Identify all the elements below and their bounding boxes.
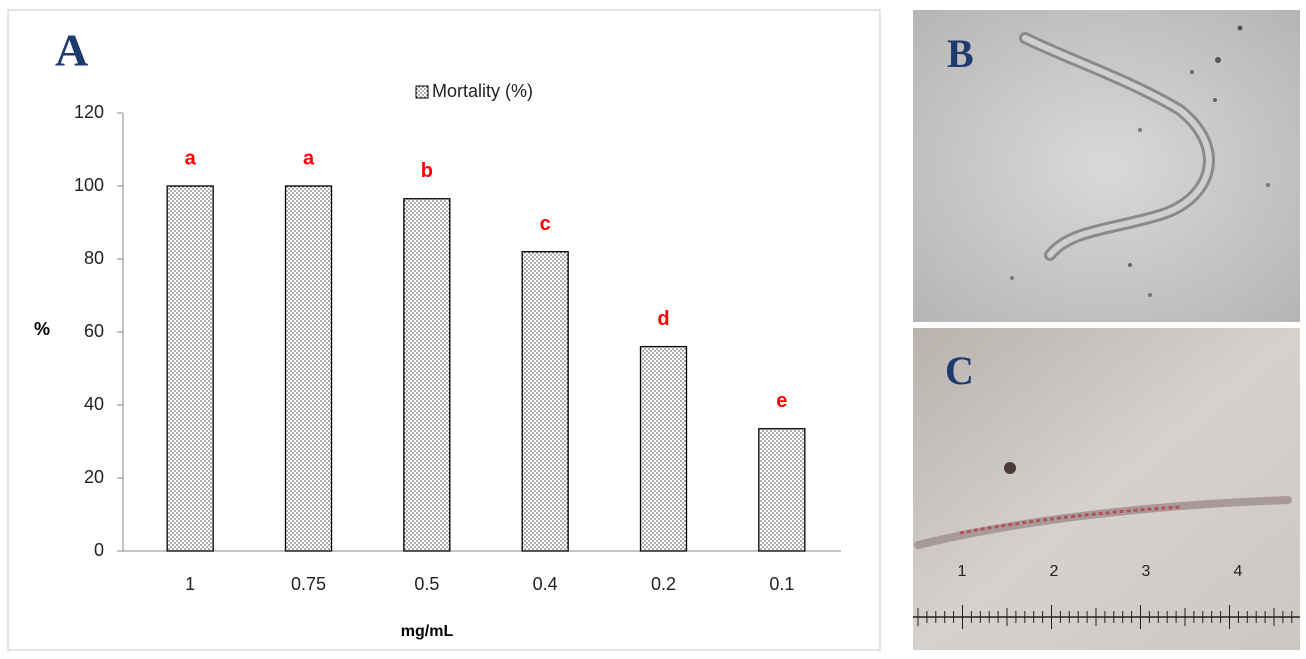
ruler-label: 1	[958, 563, 967, 580]
bar	[404, 199, 450, 551]
y-tick-label: 100	[74, 175, 104, 195]
significance-letter: a	[185, 147, 197, 169]
legend-label: Mortality (%)	[432, 81, 533, 101]
panel-label: B	[947, 31, 974, 76]
ruler-label: 3	[1142, 563, 1151, 580]
significance-letter: d	[657, 308, 669, 330]
x-axis-label: mg/mL	[401, 623, 454, 640]
bar	[641, 347, 687, 551]
bar	[522, 252, 568, 551]
y-tick-label: 120	[74, 102, 104, 122]
x-tick-label: 0.1	[769, 574, 794, 594]
bar	[167, 186, 213, 551]
x-tick-label: 0.5	[414, 574, 439, 594]
y-axis-label: %	[34, 319, 50, 339]
significance-letter: c	[540, 213, 551, 235]
y-tick-label: 20	[84, 467, 104, 487]
figure: 0 20 40 60 80 100 120% mg/mL 1 0.75 0.5 0.4 0.2 0.1 a a…	[0, 0, 1306, 659]
legend-swatch	[416, 86, 428, 98]
significance-letter: a	[303, 147, 315, 169]
y-tick-label: 80	[84, 248, 104, 268]
y-tick-label: 60	[84, 321, 104, 341]
panel-label: C	[945, 348, 974, 393]
significance-letter: b	[421, 160, 433, 182]
x-tick-label: 0.4	[533, 574, 558, 594]
x-tick-label: 0.2	[651, 574, 676, 594]
x-tick-label: 0.75	[291, 574, 326, 594]
y-tick-label: 0	[94, 540, 104, 560]
y-tick-label: 40	[84, 394, 104, 414]
ruler-label: 4	[1234, 563, 1243, 580]
bar	[759, 429, 805, 551]
significance-letter: e	[776, 390, 787, 412]
bar	[286, 186, 332, 551]
x-tick-label: 1	[185, 574, 195, 594]
panel-label: A	[55, 25, 88, 76]
page: {"panel_labels": ["A", "B", "C"], "chart…	[0, 0, 1306, 659]
ruler-label: 2	[1050, 563, 1059, 580]
